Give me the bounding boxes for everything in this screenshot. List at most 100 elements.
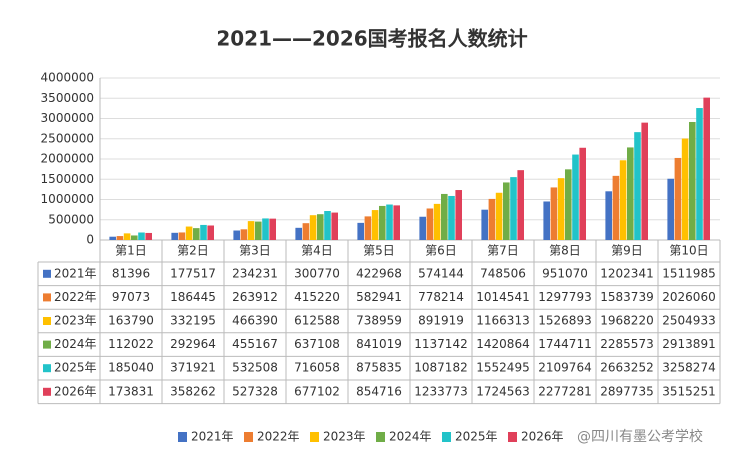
bar: [696, 108, 703, 240]
bar: [331, 212, 338, 240]
bar: [145, 232, 152, 240]
bar: [116, 236, 124, 240]
bar: [302, 223, 310, 240]
table-cell: 748506: [480, 266, 526, 280]
bar: [667, 178, 674, 240]
table-cell: 527328: [232, 384, 278, 398]
bar: [109, 236, 116, 240]
legend-swatch: [43, 364, 51, 373]
table-cell: 292964: [170, 337, 216, 351]
legend-label: 2024年: [389, 430, 432, 444]
bar: [247, 221, 255, 240]
table-cell: 186445: [170, 290, 216, 304]
legend-swatch: [508, 432, 517, 442]
table-cell: 415220: [294, 290, 340, 304]
bar: [255, 221, 262, 240]
bar: [634, 132, 641, 240]
table-cell: 875835: [356, 361, 402, 375]
y-tick-label: 2500000: [41, 131, 94, 145]
bar: [448, 195, 455, 240]
legend-swatch: [442, 432, 451, 442]
table-cell: 677102: [294, 384, 340, 398]
legend-swatch: [178, 432, 187, 442]
table-cell: 1526893: [538, 314, 591, 328]
table-cell: 263912: [232, 290, 278, 304]
table-cell: 466390: [232, 314, 278, 328]
legend-swatch: [43, 269, 51, 278]
legend-label: 2026年: [521, 430, 564, 444]
legend-label: 2021年: [191, 430, 234, 444]
table-cell: 455167: [232, 337, 278, 351]
table-cell: 1552495: [476, 361, 529, 375]
legend-swatch: [310, 432, 319, 442]
table-cell: 854716: [356, 384, 402, 398]
x-tick-label: 第2日: [177, 244, 209, 258]
y-tick-label: 1000000: [41, 192, 94, 206]
table-cell: 97073: [112, 290, 150, 304]
row-label: 2026年: [54, 384, 97, 398]
bar: [178, 232, 186, 240]
bar: [269, 218, 276, 240]
table-cell: 1233773: [414, 384, 467, 398]
table-cell: 332195: [170, 314, 216, 328]
bar: [386, 204, 393, 240]
legend-swatch: [376, 432, 385, 442]
table-cell: 2897735: [600, 384, 653, 398]
x-tick-label: 第3日: [239, 244, 271, 258]
chart-title: 2021——2026国考报名人数统计: [216, 27, 527, 51]
bar: [517, 170, 524, 240]
table-cell: 371921: [170, 361, 216, 375]
bar: [674, 157, 682, 240]
x-tick-label: 第7日: [487, 244, 519, 258]
bar: [379, 205, 386, 240]
bar: [207, 225, 214, 240]
bar: [262, 218, 269, 240]
table-cell: 532508: [232, 361, 278, 375]
bar: [295, 227, 302, 240]
table-cell: 177517: [170, 266, 216, 280]
table-cell: 2109764: [538, 361, 591, 375]
bar: [495, 192, 503, 240]
bar: [233, 230, 240, 240]
table-cell: 2285573: [600, 337, 653, 351]
bar: [565, 169, 572, 240]
table-cell: 716058: [294, 361, 340, 375]
y-tick-label: 3000000: [41, 111, 94, 125]
table-cell: 841019: [356, 337, 402, 351]
legend-label: 2025年: [455, 430, 498, 444]
x-tick-label: 第4日: [301, 244, 333, 258]
table-cell: 2277281: [538, 384, 591, 398]
bar: [441, 193, 448, 240]
bar: [433, 203, 441, 240]
table-cell: 778214: [418, 290, 464, 304]
bar: [240, 229, 248, 240]
bar: [200, 224, 207, 240]
table-cell: 738959: [356, 314, 402, 328]
bar: [393, 205, 400, 240]
watermark: @四川有墨公考学校: [577, 428, 703, 445]
table-cell: 1968220: [600, 314, 653, 328]
legend-swatch: [43, 293, 51, 302]
table-cell: 358262: [170, 384, 216, 398]
bar: [543, 201, 550, 240]
row-label: 2021年: [54, 266, 97, 280]
table-cell: 1583739: [600, 290, 653, 304]
x-tick-label: 第8日: [549, 244, 581, 258]
bar: [185, 226, 193, 240]
table-cell: 612588: [294, 314, 340, 328]
bar: [324, 210, 331, 240]
legend-swatch: [43, 387, 51, 396]
legend-swatch: [43, 340, 51, 349]
x-tick-label: 第1日: [115, 244, 147, 258]
bar: [572, 154, 579, 240]
y-tick-label: 2000000: [41, 152, 94, 166]
table-cell: 1014541: [476, 290, 529, 304]
table-cell: 185040: [108, 361, 154, 375]
table-cell: 1166313: [476, 314, 529, 328]
table-cell: 300770: [294, 266, 340, 280]
bar: [550, 187, 558, 240]
table-cell: 1202341: [600, 266, 653, 280]
table-cell: 891919: [418, 314, 464, 328]
table-cell: 81396: [112, 266, 150, 280]
